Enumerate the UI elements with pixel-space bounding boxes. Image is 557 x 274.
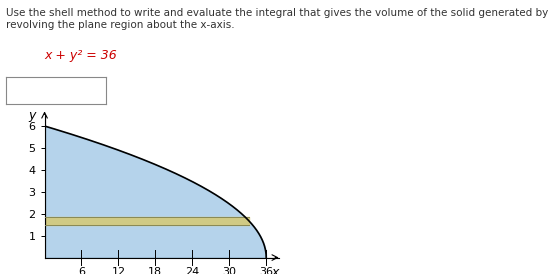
Text: y: y — [28, 109, 36, 122]
Text: x: x — [272, 266, 279, 274]
Text: x + y² = 36: x + y² = 36 — [45, 49, 118, 62]
Text: Use the shell method to write and evaluate the integral that gives the volume of: Use the shell method to write and evalua… — [6, 8, 548, 30]
